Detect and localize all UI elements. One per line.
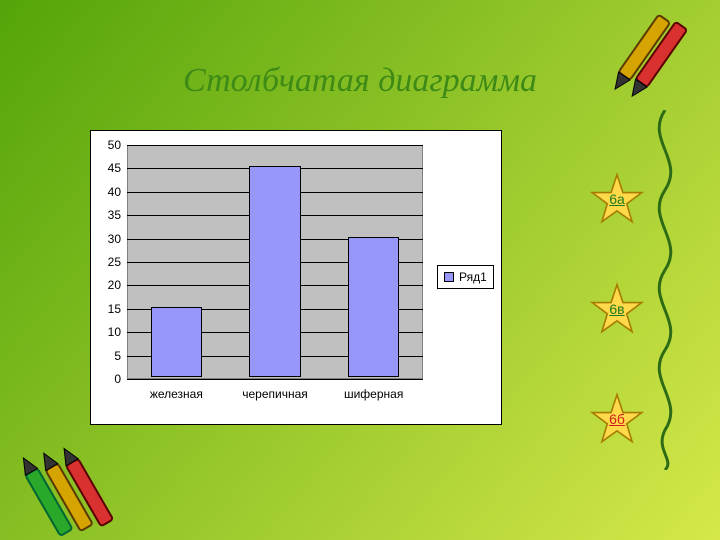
- bar: [249, 166, 300, 377]
- bar: [151, 307, 202, 377]
- star-label: 6б: [609, 411, 625, 427]
- crayons-decor-top-right: [600, 12, 710, 122]
- squiggle-decor: [640, 110, 690, 470]
- y-tick-label: 20: [91, 278, 121, 292]
- slide: Столбчатая диаграмма Ряд1 05101520253035…: [0, 0, 720, 540]
- y-tick-label: 25: [91, 255, 121, 269]
- y-tick-label: 10: [91, 325, 121, 339]
- bar: [348, 237, 399, 377]
- x-category-label: шиферная: [324, 387, 423, 401]
- x-category-label: железная: [127, 387, 226, 401]
- star-link-6а[interactable]: 6а: [590, 172, 644, 226]
- y-tick-label: 45: [91, 161, 121, 175]
- y-tick-label: 40: [91, 185, 121, 199]
- crayons-decor-bottom-left: [20, 420, 170, 540]
- y-tick-label: 50: [91, 138, 121, 152]
- gridline: [127, 145, 423, 146]
- star-label: 6в: [609, 301, 624, 317]
- star-label: 6а: [609, 191, 625, 207]
- y-tick-label: 0: [91, 372, 121, 386]
- star-link-6в[interactable]: 6в: [590, 282, 644, 336]
- bar-chart: Ряд1 0 5 10 15 20 25 30 35 40 45 50 железнаячерепич…: [90, 130, 502, 425]
- y-tick-label: 35: [91, 208, 121, 222]
- legend-swatch: [444, 272, 454, 282]
- y-tick-label: 15: [91, 302, 121, 316]
- chart-legend: Ряд1: [437, 265, 494, 289]
- x-category-label: черепичная: [226, 387, 325, 401]
- star-link-6б[interactable]: 6б: [590, 392, 644, 446]
- y-tick-label: 30: [91, 232, 121, 246]
- legend-label: Ряд1: [459, 270, 487, 284]
- y-tick-label: 5: [91, 349, 121, 363]
- gridline: [127, 379, 423, 380]
